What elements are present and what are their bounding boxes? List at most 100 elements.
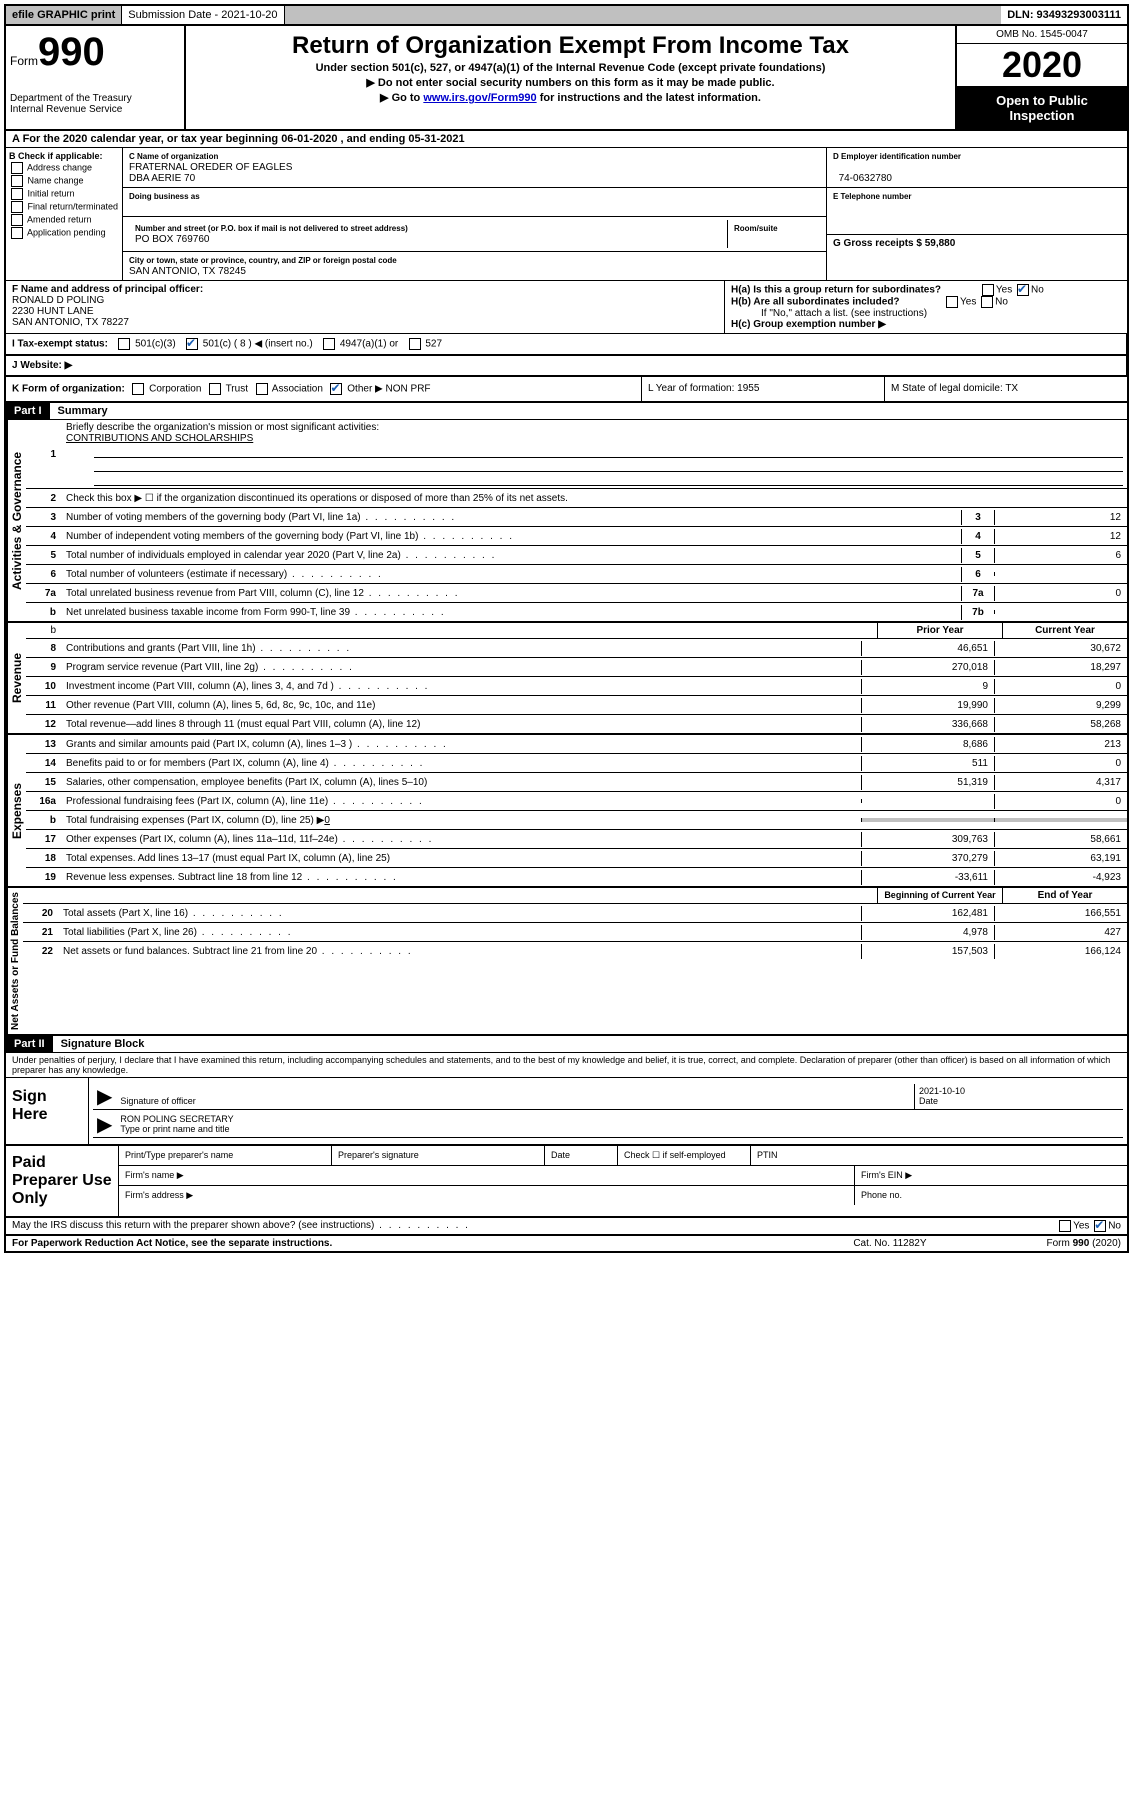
footer: For Paperwork Reduction Act Notice, see … [6, 1236, 1127, 1251]
chk-name-change[interactable]: Name change [9, 175, 119, 187]
info-grid: B Check if applicable: Address change Na… [6, 148, 1127, 281]
subtitle-2: Do not enter social security numbers on … [190, 76, 951, 89]
opt-other[interactable]: Other ▶ [347, 384, 382, 395]
governance-vlabel: Activities & Governance [6, 420, 26, 621]
form-prefix: Form [10, 54, 38, 68]
line17: Other expenses (Part IX, column (A), lin… [62, 832, 861, 847]
line2-text: Check this box ▶ ☐ if the organization d… [62, 491, 1127, 506]
expenses-section: Expenses 13Grants and similar amounts pa… [6, 735, 1127, 888]
org-name-label: C Name of organization [129, 152, 218, 161]
officer-street: 2230 HUNT LANE [12, 306, 94, 317]
b-label: b [26, 623, 62, 638]
chk-initial-return[interactable]: Initial return [9, 188, 119, 200]
city-label: City or town, state or province, country… [129, 256, 397, 265]
ein-value: 74-0632780 [839, 173, 892, 184]
line21: Total liabilities (Part X, line 26) [59, 925, 861, 940]
line13-prior: 8,686 [861, 737, 994, 752]
line3-val: 12 [994, 510, 1127, 525]
line16a: Professional fundraising fees (Part IX, … [62, 794, 861, 809]
h-b: H(b) Are all subordinates included? Yes … [731, 296, 1121, 308]
website-label: J Website: ▶ [12, 360, 72, 371]
line18: Total expenses. Add lines 13–17 (must eq… [62, 851, 861, 866]
line12-curr: 58,268 [994, 717, 1127, 732]
chk-final-return[interactable]: Final return/terminated [9, 201, 119, 213]
form-container: efile GRAPHIC print Submission Date - 20… [4, 4, 1129, 1253]
form-header: Form990 Department of the Treasury Inter… [6, 26, 1127, 131]
discuss-row: May the IRS discuss this return with the… [6, 1218, 1127, 1236]
line14: Benefits paid to or for members (Part IX… [62, 756, 861, 771]
opt-assoc[interactable]: Association [272, 384, 323, 395]
other-val: NON PRF [386, 384, 431, 395]
net-vlabel: Net Assets or Fund Balances [6, 888, 23, 1034]
revenue-vlabel: Revenue [6, 623, 26, 733]
prep-sig-hdr: Preparer's signature [332, 1146, 545, 1165]
street-value: PO BOX 769760 [135, 234, 210, 245]
begin-year-hdr: Beginning of Current Year [877, 888, 1002, 903]
footer-mid: Cat. No. 11282Y [853, 1238, 926, 1249]
discuss-yesno: Yes No [1057, 1220, 1121, 1232]
sig-date-label: Date [919, 1096, 938, 1106]
line19-curr: -4,923 [994, 870, 1127, 885]
subtitle-3: ▶ Go to www.irs.gov/Form990 for instruct… [190, 91, 951, 104]
part2-badge: Part II [6, 1036, 53, 1052]
line7a-val: 0 [994, 586, 1127, 601]
org-name: FRATERNAL OREDER OF EAGLES [129, 162, 292, 173]
row-klm: K Form of organization: Corporation Trus… [6, 377, 1127, 403]
line6-text: Total number of volunteers (estimate if … [62, 567, 961, 582]
line11: Other revenue (Part VIII, column (A), li… [62, 698, 861, 713]
line17-prior: 309,763 [861, 832, 994, 847]
line12-prior: 336,668 [861, 717, 994, 732]
prep-date-hdr: Date [545, 1146, 618, 1165]
line7b-text: Net unrelated business taxable income fr… [62, 605, 961, 620]
phone-label: E Telephone number [833, 192, 912, 201]
omb-number: OMB No. 1545-0047 [957, 26, 1127, 44]
prep-ptin-hdr: PTIN [751, 1146, 1127, 1165]
tax-exempt-label: I Tax-exempt status: [12, 339, 108, 350]
irs-link[interactable]: www.irs.gov/Form990 [423, 92, 536, 104]
revenue-section: Revenue bPrior YearCurrent Year 8Contrib… [6, 623, 1127, 735]
chk-amended[interactable]: Amended return [9, 214, 119, 226]
line4-text: Number of independent voting members of … [62, 529, 961, 544]
line13-curr: 213 [994, 737, 1127, 752]
form-990-number: 990 [38, 30, 105, 74]
footer-left: For Paperwork Reduction Act Notice, see … [12, 1238, 332, 1249]
officer-name: RONALD D POLING [12, 295, 104, 306]
line5-val: 6 [994, 548, 1127, 563]
open-inspection-label: Open to Public Inspection [957, 87, 1127, 129]
row-j: J Website: ▶ [6, 356, 1127, 377]
officer-label: F Name and address of principal officer: [12, 284, 203, 295]
efile-print-button[interactable]: efile GRAPHIC print [6, 6, 122, 24]
sig-date-val: 2021-10-10 [919, 1086, 965, 1096]
line4-val: 12 [994, 529, 1127, 544]
penalties-text: Under penalties of perjury, I declare th… [6, 1053, 1127, 1078]
opt-501c3[interactable]: 501(c)(3) [135, 339, 176, 350]
chk-address-change[interactable]: Address change [9, 162, 119, 174]
part1-header: Part I Summary [6, 403, 1127, 420]
line11-prior: 19,990 [861, 698, 994, 713]
sig-name: RON POLING SECRETARY [120, 1114, 233, 1124]
line8-prior: 46,651 [861, 641, 994, 656]
line16a-curr: 0 [994, 794, 1127, 809]
sig-arrow-icon: ▶ [93, 1084, 116, 1109]
firm-name-label: Firm's name ▶ [119, 1166, 855, 1185]
line3-text: Number of voting members of the governin… [62, 510, 961, 525]
city-value: SAN ANTONIO, TX 78245 [129, 266, 246, 277]
line16b-prior-grey [861, 818, 994, 822]
line7a-text: Total unrelated business revenue from Pa… [62, 586, 961, 601]
opt-trust[interactable]: Trust [226, 384, 248, 395]
line18-prior: 370,279 [861, 851, 994, 866]
goto-pre: Go to [392, 92, 424, 104]
chk-app-pending[interactable]: Application pending [9, 227, 119, 239]
goto-post: for instructions and the latest informat… [537, 92, 761, 104]
line13: Grants and similar amounts paid (Part IX… [62, 737, 861, 752]
opt-527[interactable]: 527 [425, 339, 442, 350]
opt-4947[interactable]: 4947(a)(1) or [340, 339, 398, 350]
line22-end: 166,124 [994, 944, 1127, 959]
opt-501c[interactable]: 501(c) ( 8 ) ◀ (insert no.) [203, 339, 313, 350]
opt-corp[interactable]: Corporation [149, 384, 201, 395]
net-assets-section: Net Assets or Fund Balances Beginning of… [6, 888, 1127, 1036]
part2-header: Part II Signature Block [6, 1036, 1127, 1053]
line18-curr: 63,191 [994, 851, 1127, 866]
prep-name-hdr: Print/Type preparer's name [119, 1146, 332, 1165]
line19: Revenue less expenses. Subtract line 18 … [62, 870, 861, 885]
